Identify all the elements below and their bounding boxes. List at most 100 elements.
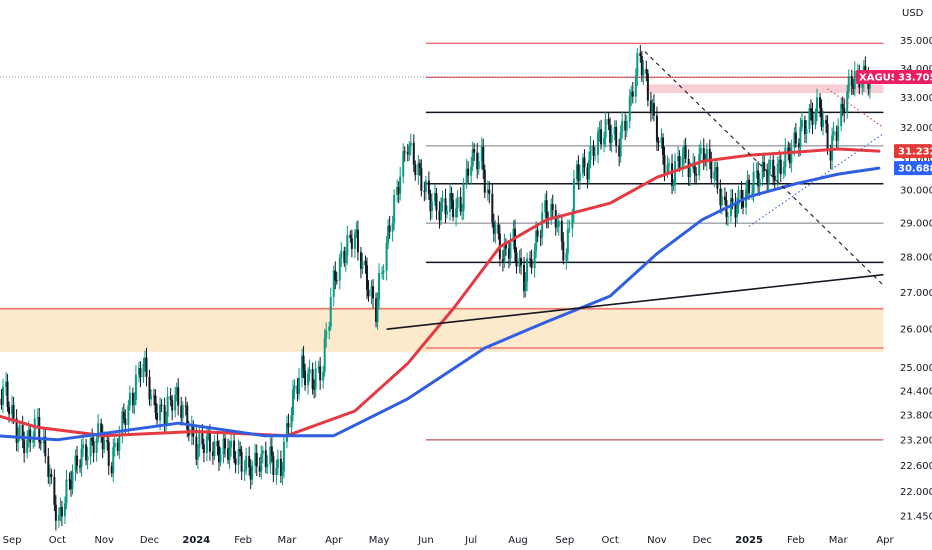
- candle-body: [767, 169, 770, 183]
- candle-body: [208, 432, 211, 452]
- candle-body: [313, 388, 316, 390]
- x-tick-label: Oct: [601, 535, 618, 546]
- candle-body: [399, 176, 402, 194]
- candle-body: [424, 180, 427, 192]
- candle-body: [260, 453, 263, 472]
- candle-body: [340, 250, 343, 258]
- candle-body: [645, 69, 648, 74]
- y-tick-label: 24.400: [900, 386, 932, 397]
- candle-body: [39, 442, 42, 444]
- candle-body: [841, 103, 844, 108]
- candle-body: [207, 432, 210, 436]
- candle-body: [491, 193, 494, 223]
- candle-body: [578, 173, 581, 181]
- candle-body: [439, 202, 442, 221]
- symbol-price-tag: XAGUSD: [856, 70, 906, 85]
- candle-body: [412, 142, 415, 165]
- candle-body: [444, 198, 447, 215]
- candle-body: [763, 162, 766, 172]
- candle-body: [794, 132, 797, 144]
- candle-body: [581, 157, 584, 174]
- candle-body: [251, 465, 254, 480]
- candle-body: [418, 163, 421, 169]
- candle-body: [33, 418, 36, 441]
- price-zone: [646, 84, 884, 94]
- candle-body: [586, 167, 589, 180]
- candle-body: [649, 100, 652, 112]
- candle-body: [171, 399, 174, 411]
- candle-body: [850, 76, 853, 86]
- candle-body: [308, 369, 311, 374]
- candle-body: [298, 377, 301, 394]
- candle-body: [819, 97, 822, 108]
- candle-body: [32, 440, 35, 443]
- x-tick-label: May: [369, 535, 390, 546]
- candle-body: [473, 149, 476, 153]
- candle-body: [359, 252, 362, 269]
- candle-body: [568, 228, 571, 230]
- candle-body: [681, 156, 684, 168]
- candle-body: [523, 264, 526, 291]
- candle-body: [269, 446, 272, 465]
- candle-body: [76, 455, 79, 466]
- candle-body: [816, 97, 819, 113]
- candle-body: [683, 145, 686, 157]
- candle-body: [281, 471, 284, 476]
- candle-body: [287, 423, 290, 428]
- candle-body: [245, 456, 248, 470]
- candle-body: [449, 192, 452, 212]
- candle-body: [494, 224, 497, 234]
- y-tick-label: 25.000: [900, 363, 932, 374]
- candle-body: [486, 189, 489, 193]
- candle-body: [618, 145, 621, 157]
- candle-body: [36, 417, 39, 419]
- candle-body: [174, 394, 177, 411]
- candle-body: [53, 477, 56, 505]
- candle-body: [613, 127, 616, 135]
- candle-body: [560, 220, 563, 242]
- candle-body: [695, 173, 698, 176]
- candle-body: [116, 442, 119, 451]
- candle-body: [11, 405, 14, 415]
- y-tick-label: 22.600: [900, 461, 932, 472]
- candle-body: [8, 407, 11, 415]
- candle-body: [716, 167, 719, 189]
- candle-body: [735, 206, 738, 218]
- candle-body: [417, 163, 420, 176]
- candle-body: [335, 280, 338, 282]
- candle-body: [227, 448, 230, 460]
- candle-body: [684, 145, 687, 159]
- candle-body: [793, 132, 796, 148]
- candle-body: [376, 299, 379, 322]
- candle-body: [769, 159, 772, 170]
- candle-body: [636, 53, 639, 77]
- candle-body: [488, 189, 491, 194]
- candle-body: [97, 423, 100, 440]
- candle-body: [687, 158, 690, 177]
- candle-body: [723, 196, 726, 201]
- candle-body: [47, 456, 50, 477]
- candle-body: [148, 376, 151, 400]
- candle-body: [631, 91, 634, 97]
- candle-body: [29, 429, 32, 443]
- candle-body: [79, 465, 82, 468]
- candle-body: [840, 103, 843, 126]
- candle-body: [731, 198, 734, 202]
- candle-body: [240, 451, 243, 472]
- candle-body: [663, 155, 666, 174]
- candle-body: [597, 132, 600, 156]
- candle-body: [150, 395, 153, 400]
- y-tick-label: 23.800: [900, 411, 932, 422]
- candle-body: [202, 444, 205, 453]
- candle-body: [100, 423, 103, 434]
- candle-body: [790, 147, 793, 164]
- candle-body: [480, 146, 483, 162]
- candle-body: [575, 164, 578, 179]
- y-tick-label: 28.000: [900, 253, 932, 264]
- candle-body: [535, 230, 538, 251]
- candle-body: [234, 458, 237, 465]
- candle-body: [826, 123, 829, 150]
- candle-body: [615, 127, 618, 146]
